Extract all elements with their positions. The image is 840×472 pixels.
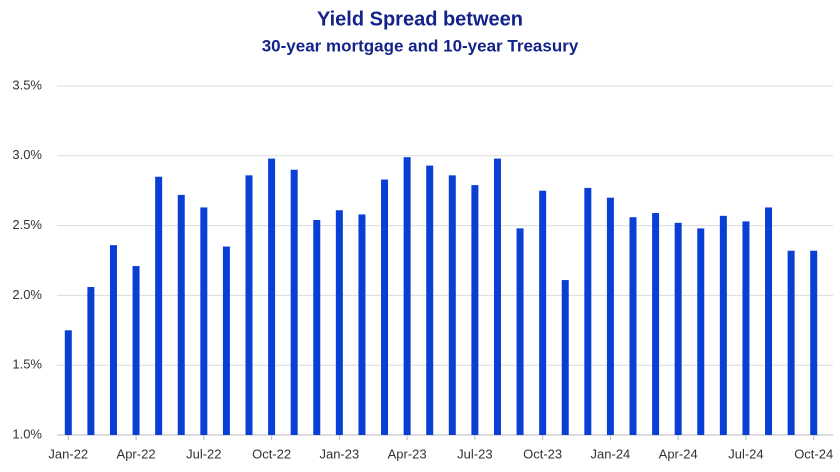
bar (471, 185, 479, 435)
chart-title: Yield Spread between (317, 8, 523, 30)
bar (493, 158, 501, 436)
bar (652, 213, 660, 435)
bar (155, 176, 163, 436)
bar (64, 330, 72, 435)
y-tick-label: 1.0% (12, 426, 42, 441)
y-tick-label: 2.0% (12, 287, 42, 302)
bar (222, 246, 230, 435)
x-tick-label: Jul-22 (186, 446, 221, 461)
bar (516, 228, 524, 435)
bar (200, 207, 208, 435)
bar (132, 266, 140, 435)
bar (87, 287, 95, 435)
x-tick-label: Jan-24 (591, 446, 631, 461)
bar (810, 250, 818, 435)
bar (177, 194, 185, 435)
x-tick-label: Jul-23 (457, 446, 492, 461)
bar (403, 157, 411, 436)
y-tick-label: 3.5% (12, 77, 42, 92)
y-tick-label: 1.5% (12, 357, 42, 372)
x-tick-label: Jan-23 (319, 446, 359, 461)
bar (268, 158, 276, 436)
x-tick-label: Oct-24 (794, 446, 833, 461)
bar (358, 214, 366, 435)
bar (629, 217, 637, 435)
bar (787, 250, 795, 435)
bar (313, 220, 321, 435)
bar (742, 221, 750, 435)
y-tick-label: 3.0% (12, 147, 42, 162)
x-tick-label: Jan-22 (48, 446, 88, 461)
bar (290, 169, 298, 435)
bar (381, 179, 389, 435)
bar (606, 197, 614, 435)
chart-subtitle: 30-year mortgage and 10-year Treasury (262, 36, 579, 55)
y-tick-label: 2.5% (12, 217, 42, 232)
x-tick-label: Apr-22 (117, 446, 156, 461)
bar (719, 215, 727, 435)
bar (697, 228, 705, 435)
x-tick-label: Apr-24 (659, 446, 698, 461)
bar (561, 280, 569, 435)
bar (426, 165, 434, 435)
bar (539, 190, 547, 435)
x-tick-label: Apr-23 (388, 446, 427, 461)
x-tick-label: Oct-23 (523, 446, 562, 461)
bar (584, 187, 592, 435)
x-tick-label: Jul-24 (728, 446, 763, 461)
bar (109, 245, 117, 435)
bar (245, 175, 253, 435)
bar (765, 207, 773, 435)
x-tick-label: Oct-22 (252, 446, 291, 461)
bar (448, 175, 456, 435)
bar (674, 222, 682, 435)
bar (335, 210, 343, 435)
